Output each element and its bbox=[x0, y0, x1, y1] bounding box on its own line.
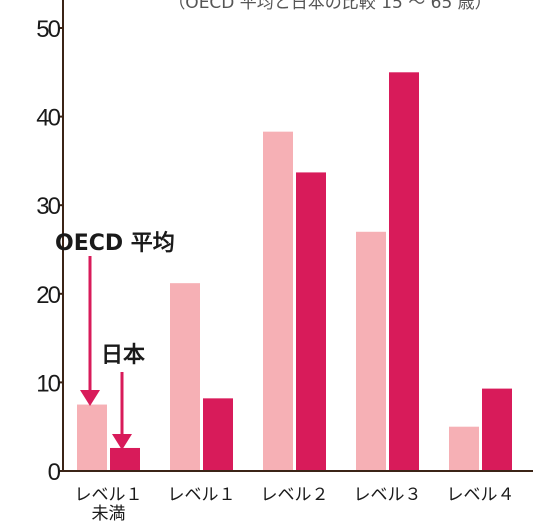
bar-japan-2 bbox=[296, 172, 326, 471]
y-tick-label: 10 bbox=[36, 370, 60, 397]
annotation-japan-label: 日本 bbox=[101, 343, 145, 368]
bar-japan-4 bbox=[482, 388, 512, 471]
bar-oecd-1 bbox=[170, 283, 200, 471]
x-tick-label: レベル１ bbox=[168, 485, 236, 505]
bar-japan-1 bbox=[203, 398, 233, 471]
annotation-oecd-label: OECD 平均 bbox=[55, 230, 175, 256]
y-tick-label: 50 bbox=[36, 16, 60, 43]
annotation-oecd-arrow bbox=[80, 256, 100, 406]
x-tick-label: レベル３ bbox=[354, 485, 422, 505]
bar-oecd-4 bbox=[449, 426, 479, 471]
y-tick-label: 20 bbox=[36, 282, 60, 309]
x-tick-label: レベル４ bbox=[447, 485, 515, 505]
chart-title: （OECD 平均と日本の比較 15 ～ 65 歳） bbox=[168, 0, 491, 13]
bar-oecd-3 bbox=[356, 231, 386, 471]
x-tick-label: レベル２ bbox=[261, 485, 329, 505]
annotation-japan-arrow bbox=[112, 372, 132, 450]
y-tick-label: 30 bbox=[36, 193, 60, 220]
bar-japan-0 bbox=[110, 447, 140, 471]
bar-oecd-2 bbox=[263, 131, 293, 472]
bar-oecd-0 bbox=[77, 404, 107, 471]
y-tick-label: 40 bbox=[36, 105, 60, 132]
y-tick-label: 0 bbox=[48, 459, 61, 486]
x-tick-label: レベル１ bbox=[75, 485, 143, 505]
bar-japan-3 bbox=[389, 72, 419, 472]
x-tick-label: 未満 bbox=[92, 504, 126, 524]
